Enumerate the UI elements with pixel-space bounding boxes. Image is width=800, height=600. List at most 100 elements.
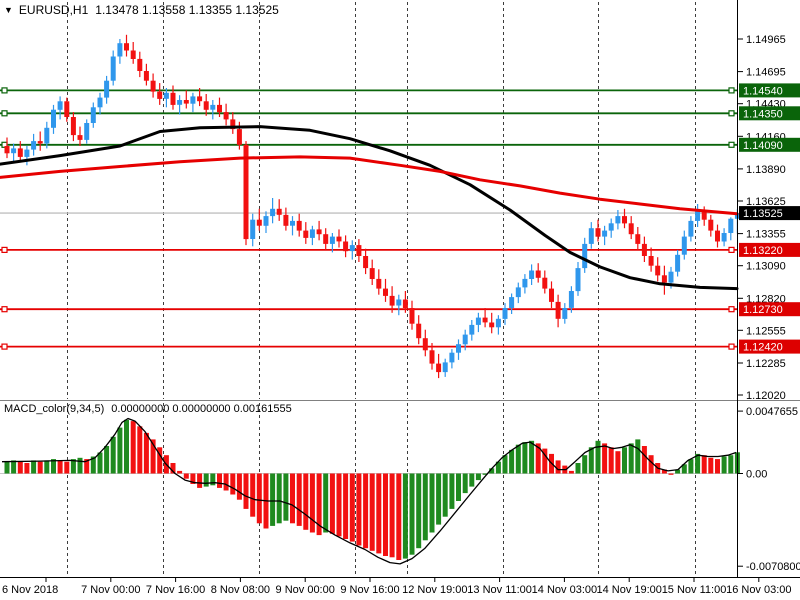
price-badge-label: 1.14350: [743, 108, 783, 120]
hist-bar: [323, 473, 329, 533]
hist-bar: [515, 444, 521, 474]
hist-bar: [283, 473, 289, 521]
candle-body: [323, 234, 329, 244]
macd-name: MACD_color(9,34,5): [4, 403, 105, 415]
candle-body: [701, 210, 707, 220]
price-tick-label: 1.13625: [746, 196, 786, 208]
time-tick-label: 8 Nov 08:00: [211, 584, 270, 596]
hline-handle-right: [728, 87, 735, 94]
candle-body: [369, 268, 375, 279]
hline-handle-right: [728, 343, 735, 350]
hist-bar: [77, 457, 83, 474]
candle-body: [4, 146, 10, 154]
candle-body: [396, 299, 402, 306]
price-badge-green: [739, 106, 800, 121]
candle-body: [608, 223, 614, 231]
candle-body: [595, 228, 601, 237]
hist-bar: [356, 473, 362, 546]
candle-body: [97, 97, 103, 108]
hist-bar: [462, 473, 468, 494]
hist-bar: [117, 427, 123, 474]
candle-body: [329, 236, 335, 244]
price-badge-green: [739, 83, 800, 98]
hist-bar: [51, 459, 56, 474]
hist-bar: [449, 473, 455, 509]
ma-black: [0, 125, 739, 291]
hist-bar: [595, 440, 601, 474]
hist-bar: [535, 443, 541, 474]
candle-body: [230, 119, 236, 130]
hist-bar: [369, 473, 375, 551]
time-tick-label: 14 Nov 03:00: [532, 584, 597, 596]
time-tick-label: 14 Nov 19:00: [596, 584, 661, 596]
price-badge-green: [739, 137, 800, 152]
hist-bar: [64, 461, 70, 474]
hline-handle-left: [1, 343, 8, 350]
price-badge-label: 1.13525: [743, 208, 783, 220]
hist-bar: [31, 460, 37, 474]
candle-body: [197, 96, 203, 102]
hline-handle-left: [1, 246, 8, 253]
hist-bar: [555, 460, 561, 474]
time-tick-label: 9 Nov 00:00: [276, 584, 335, 596]
candle-body: [582, 243, 588, 269]
hist-bar: [402, 473, 408, 559]
symbol-dropdown-icon[interactable]: ▼: [4, 5, 13, 15]
price-badge-label: 1.12420: [743, 342, 783, 354]
hline-handle-right: [728, 141, 735, 148]
candle-body: [509, 297, 515, 308]
candle-body: [515, 287, 521, 298]
hist-bar: [210, 473, 216, 486]
candle-body: [502, 308, 508, 319]
hist-bar: [296, 473, 302, 526]
candle-body: [489, 322, 495, 328]
hist-bar: [183, 473, 189, 479]
hist-bar: [290, 473, 295, 524]
candle-body: [37, 141, 43, 144]
price-badge-label: 1.12730: [743, 304, 783, 316]
hist-bar: [502, 455, 508, 474]
candle-body: [163, 92, 169, 99]
hist-bar: [250, 473, 256, 517]
hist-bar: [396, 473, 402, 560]
price-tick-label: 1.12555: [746, 325, 786, 337]
hist-bar: [529, 440, 535, 474]
hist-bar: [495, 461, 501, 474]
candle-body: [661, 275, 667, 283]
candle-body: [130, 50, 136, 59]
candle-body: [190, 96, 196, 104]
candle-body: [31, 141, 37, 150]
macd-axis: 0.0047655 0.00 -0.0070800: [738, 406, 800, 573]
price-badge-red: [739, 339, 800, 354]
price-badge-label: 1.14090: [743, 140, 783, 152]
hist-bar: [635, 439, 641, 474]
price-tick-label: 1.13890: [746, 164, 786, 176]
candle-body: [51, 109, 56, 128]
hist-bar: [217, 473, 222, 488]
hist-bar: [522, 442, 528, 474]
hist-bar: [568, 470, 574, 474]
candle-body: [117, 43, 123, 57]
candle-body: [668, 271, 674, 283]
hist-bar: [303, 473, 309, 530]
candle-body: [44, 127, 50, 144]
candle-body: [429, 350, 435, 364]
candle-body: [104, 80, 110, 98]
hline-handle-right: [728, 110, 735, 117]
candlestick-layer[interactable]: [4, 34, 740, 379]
macd-tick-label: 0.00: [746, 469, 767, 481]
hist-bar: [177, 470, 183, 474]
hist-bar: [4, 461, 10, 474]
hist-bar: [203, 473, 209, 487]
candle-body: [150, 80, 156, 92]
hist-bar: [44, 460, 50, 474]
hist-bar: [363, 473, 369, 549]
candle-body: [449, 352, 455, 363]
price-badge-red: [739, 242, 800, 257]
hist-bar: [243, 473, 249, 509]
candle-body: [303, 230, 309, 238]
candle-body: [562, 308, 568, 319]
candle-body: [522, 278, 528, 288]
hist-bar: [157, 447, 163, 474]
